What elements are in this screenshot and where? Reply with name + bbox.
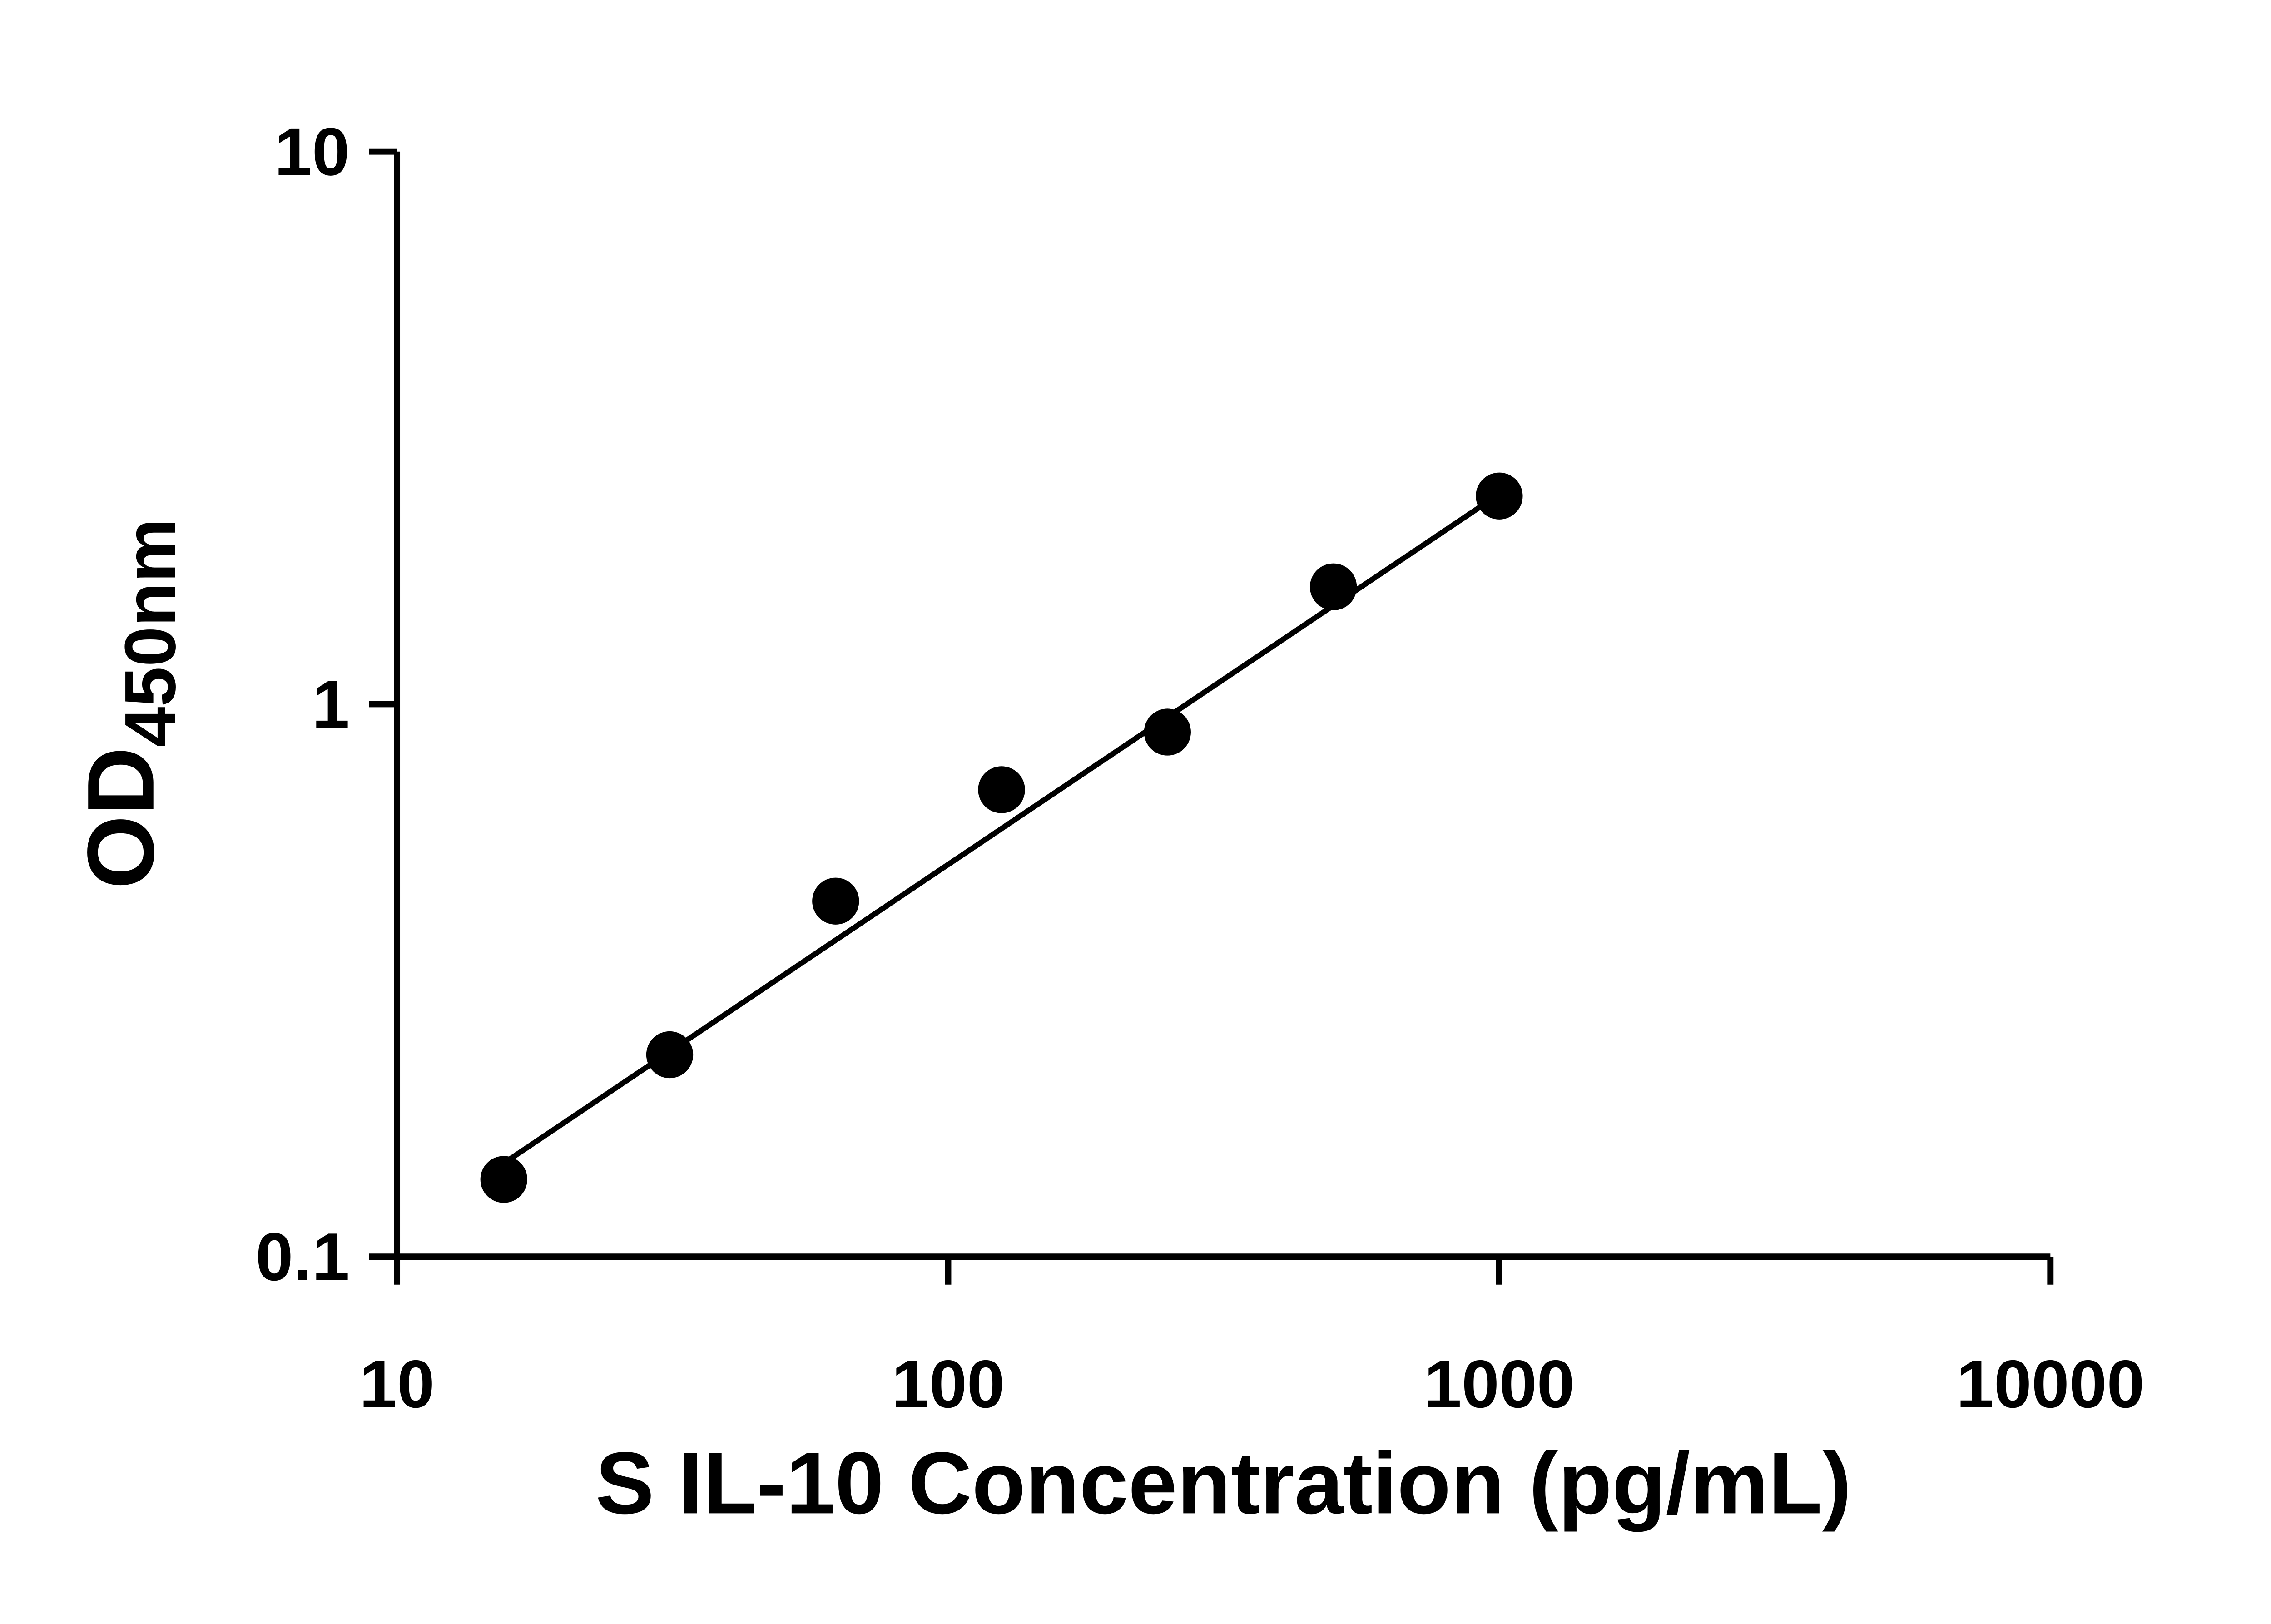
x-axis-title: S IL-10 Concentration (pg/mL): [595, 1434, 1851, 1532]
data-point: [646, 1031, 694, 1079]
axis-frame: [394, 151, 2051, 1260]
axes-layer: 10 100 1000 10000 0.1 1 10: [256, 114, 2145, 1422]
x-axis-tick-label: 10: [359, 1346, 435, 1422]
x-axis-tick-label: 10000: [1956, 1346, 2144, 1422]
data-point: [978, 766, 1025, 813]
data-point: [1476, 472, 1523, 520]
data-point: [480, 1156, 527, 1203]
series-layer: [480, 472, 1523, 1203]
data-point: [812, 877, 859, 925]
x-axis-tick-label: 100: [892, 1346, 1005, 1422]
y-axis-title-main: OD: [68, 747, 174, 889]
y-axis-tick-label: 10: [274, 114, 350, 189]
y-axis-tick-label: 0.1: [256, 1219, 350, 1295]
y-axis-title-sub: 450nm: [109, 518, 190, 747]
x-axis-tick-label: 1000: [1424, 1346, 1574, 1422]
data-point: [1309, 563, 1357, 610]
data-point: [1144, 708, 1191, 756]
y-axis-tick-label: 1: [312, 666, 350, 742]
y-axis-title: OD450nm: [68, 518, 191, 889]
